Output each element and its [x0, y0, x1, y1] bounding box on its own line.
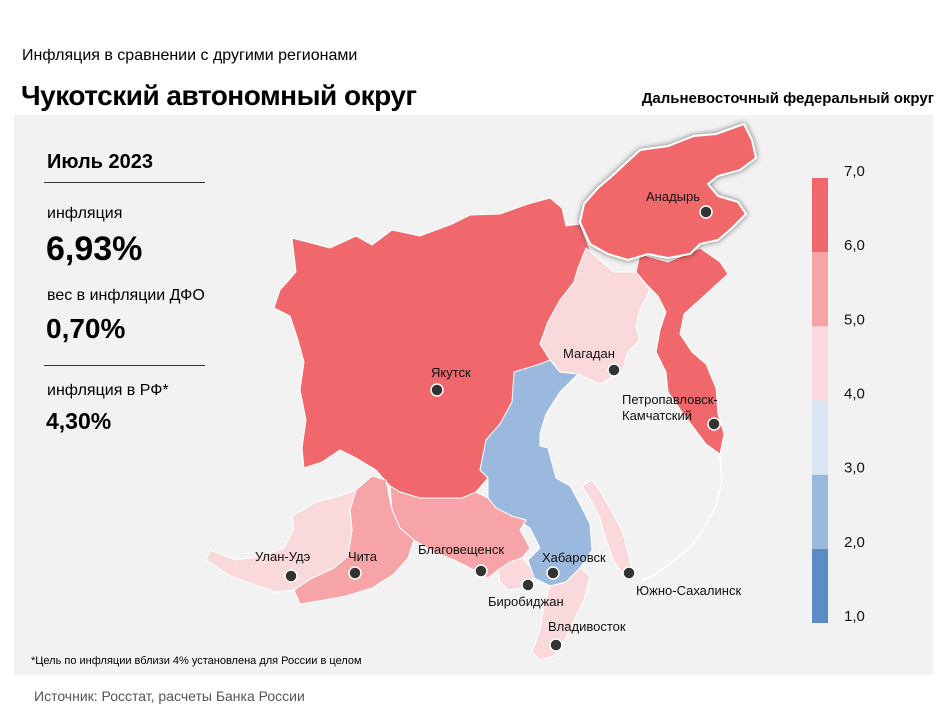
city-marker-anadyr[interactable]: Анадырь [646, 189, 713, 219]
region-chukotka[interactable] [578, 122, 758, 262]
city-label-magadan: Магадан [563, 346, 615, 361]
city-label-birobidzhan: Биробиджан [488, 594, 564, 609]
city-marker-birobidzhan[interactable]: Биробиджан [488, 578, 564, 609]
legend-swatch [812, 400, 828, 475]
city-label-yuzhno-sakhalinsk: Южно-Сахалинск [636, 583, 741, 598]
region-buryatia[interactable] [205, 489, 357, 593]
region-primorye[interactable] [531, 567, 591, 661]
city-marker-yakutsk[interactable]: Якутск [430, 365, 471, 397]
city-label-khabarovsk: Хабаровск [542, 550, 606, 565]
city-marker-vladivostok[interactable]: Владивосток [548, 619, 626, 652]
rf-inflation-value: 4,30% [46, 408, 112, 434]
weight-value: 0,70% [46, 313, 126, 344]
legend-tick-label: 7,0 [844, 163, 865, 180]
city-label-chita: Чита [348, 549, 378, 564]
inflation-label: инфляция [47, 205, 123, 222]
legend-swatch [812, 548, 828, 623]
legend-tick-label: 1,0 [844, 608, 865, 625]
region-amur[interactable] [389, 485, 531, 579]
legend-tick-label: 6,0 [844, 237, 865, 254]
legend-tick-label: 4,0 [844, 386, 865, 403]
city-label-anadyr: Анадырь [646, 189, 700, 204]
city-label-ulan-ude: Улан-Удэ [255, 549, 311, 564]
color-legend: 1,0 2,0 3,0 4,0 5,0 6,0 7,0 [812, 163, 865, 625]
legend-tick-label: 3,0 [844, 460, 865, 477]
city-label-petropavlovsk-2: Камчатский [622, 408, 692, 423]
legend-tick-label: 5,0 [844, 311, 865, 328]
divider-bottom [44, 365, 205, 366]
region-magadan[interactable] [539, 247, 651, 385]
divider-top [44, 182, 205, 183]
city-marker-blagoveshchensk[interactable]: Благовещенск [418, 542, 504, 578]
city-marker-yuzhno-sakhalinsk[interactable]: Южно-Сахалинск [622, 566, 741, 598]
legend-swatch [812, 178, 828, 253]
city-marker-magadan[interactable]: Магадан [563, 346, 621, 377]
city-label-vladivostok: Владивосток [548, 619, 626, 634]
footnote: *Цель по инфляции вблизи 4% установлена … [31, 655, 362, 667]
inflation-value: 6,93% [46, 230, 143, 268]
district-title: Дальневосточный федеральный округ [641, 90, 934, 107]
city-marker-khabarovsk[interactable]: Хабаровск [542, 550, 606, 580]
city-marker-chita[interactable]: Чита [348, 549, 378, 580]
legend-swatch [812, 474, 828, 549]
legend-swatch [812, 326, 828, 401]
rf-inflation-label: инфляция в РФ* [47, 382, 169, 399]
source-note: Источник: Росстат, расчеты Банка России [34, 688, 305, 704]
city-label-blagoveshchensk: Благовещенск [418, 542, 504, 557]
city-marker-ulan-ude[interactable]: Улан-Удэ [255, 549, 311, 583]
city-label-petropavlovsk-1: Петропавловск- [622, 392, 718, 407]
chart-title: Чукотский автономный округ [21, 80, 417, 111]
legend-tick-label: 2,0 [844, 534, 865, 551]
period-label: Июль 2023 [47, 151, 154, 173]
city-label-yakutsk: Якутск [431, 365, 471, 380]
legend-swatch [812, 252, 828, 327]
chart-subtitle: Инфляция в сравнении с другими регионами [22, 47, 358, 64]
region-kamchatka[interactable] [635, 247, 729, 455]
kuril-islands [641, 455, 723, 581]
city-marker-petropavlovsk[interactable]: Петропавловск- Камчатский [622, 392, 721, 431]
weight-label: вес в инфляции ДФО [47, 287, 205, 304]
